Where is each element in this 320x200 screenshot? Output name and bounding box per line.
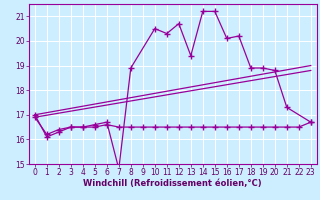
X-axis label: Windchill (Refroidissement éolien,°C): Windchill (Refroidissement éolien,°C) — [84, 179, 262, 188]
